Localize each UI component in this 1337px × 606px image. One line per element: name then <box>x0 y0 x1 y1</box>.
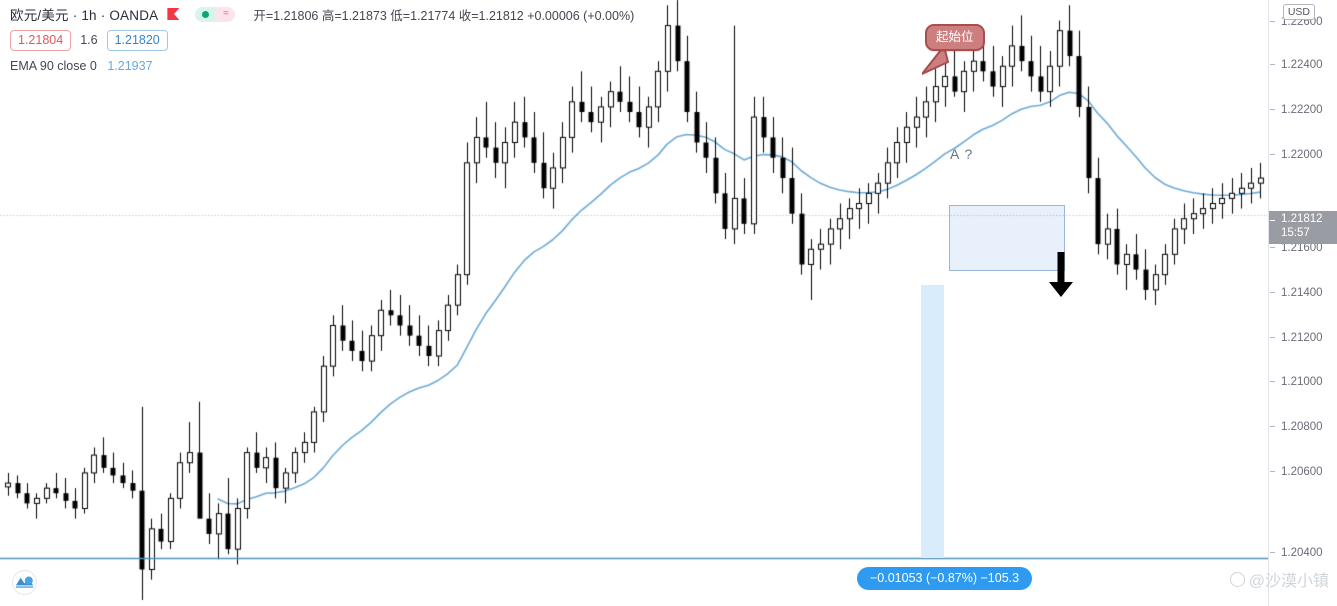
tick-dash-icon <box>1270 292 1275 293</box>
axis-tick-label: 1.21400 <box>1281 287 1323 299</box>
callout-tail-icon <box>922 45 949 75</box>
ask-price[interactable]: 1.21820 <box>106 29 168 51</box>
symbol-title[interactable]: 欧元/美元 · 1h · OANDA <box>10 8 159 23</box>
axis-tick-label: 1.21600 <box>1281 242 1323 254</box>
flag-icon <box>167 7 181 21</box>
current-price-label[interactable]: 1.21812 15:57 <box>1269 211 1337 244</box>
tick-dash-icon <box>1270 471 1275 472</box>
axis-tick-label: 1.21200 <box>1281 332 1323 344</box>
axis-tick: 1.21000 <box>1269 374 1337 390</box>
tick-dash-icon <box>1270 247 1275 248</box>
axis-tick: 1.21200 <box>1269 330 1337 346</box>
tick-dash-icon <box>1270 381 1275 382</box>
axis-tick-label: 1.22200 <box>1281 104 1323 116</box>
axis-tick: 1.21600 <box>1269 240 1337 256</box>
axis-tick: 1.22000 <box>1269 147 1337 163</box>
axis-tick-label: 1.22000 <box>1281 149 1323 161</box>
tick-dash-icon <box>1270 220 1275 221</box>
chart-plot-area[interactable] <box>0 0 1268 606</box>
axis-tick-label: 1.20800 <box>1281 421 1323 433</box>
tick-dash-icon <box>1270 109 1275 110</box>
axis-tick: 1.20400 <box>1269 545 1337 561</box>
indicator-row[interactable]: EMA 90 close 0 1.21937 <box>10 59 634 73</box>
highlight-rectangle[interactable] <box>949 205 1065 271</box>
axis-tick-label: 1.21000 <box>1281 376 1323 388</box>
callout-annotation[interactable]: 起始位 <box>920 24 985 75</box>
axis-tick: 1.21400 <box>1269 285 1337 301</box>
wave-approx-icon: ≈ <box>223 8 229 19</box>
green-dot-icon <box>202 10 210 18</box>
chart-legend: 欧元/美元 · 1h · OANDA ≈ 开=1.21806 高=1.21873… <box>10 4 634 73</box>
tick-dash-icon <box>1270 64 1275 65</box>
tick-dash-icon <box>1270 337 1275 338</box>
indicator-value: 1.21937 <box>107 59 153 73</box>
indicator-label: EMA 90 close 0 <box>10 59 97 73</box>
spread-value: 1.6 <box>80 33 98 47</box>
ohlc-values: 开=1.21806 高=1.21873 低=1.21774 收=1.21812 … <box>253 8 635 23</box>
watermark-ring-icon <box>1229 571 1245 587</box>
current-price-value: 1.21812 <box>1281 213 1323 225</box>
vertical-highlight-band[interactable] <box>921 285 944 558</box>
quote-row: 1.21804 1.6 1.21820 <box>10 28 634 52</box>
session-mode-toggle[interactable]: ≈ <box>195 6 236 22</box>
tick-dash-icon <box>1270 426 1275 427</box>
question-label: A ? <box>950 146 974 162</box>
tick-dash-icon <box>1270 21 1275 22</box>
axis-tick: 1.22200 <box>1269 102 1337 118</box>
currency-badge[interactable]: USD <box>1282 4 1315 20</box>
callout-text: 起始位 <box>925 24 985 51</box>
down-arrow-icon[interactable] <box>1046 252 1076 298</box>
tradingview-logo-icon[interactable] <box>12 570 37 595</box>
axis-tick-label: 1.20400 <box>1281 547 1323 559</box>
tick-dash-icon <box>1270 552 1275 553</box>
price-axis[interactable]: USD 1.22600 1.22400 1.22200 1.22000 1.21600 1… <box>1268 0 1337 606</box>
watermark: @沙漠小镇 <box>1229 567 1329 591</box>
axis-tick-label: 1.20600 <box>1281 466 1323 478</box>
current-price-time: 15:57 <box>1281 227 1310 239</box>
bid-price[interactable]: 1.21804 <box>10 29 72 51</box>
watermark-text: @沙漠小镇 <box>1248 573 1329 590</box>
tick-dash-icon <box>1270 154 1275 155</box>
axis-tick-label: 1.22400 <box>1281 59 1323 71</box>
legend-title-row: 欧元/美元 · 1h · OANDA ≈ 开=1.21806 高=1.21873… <box>10 4 634 24</box>
axis-tick: 1.22400 <box>1269 57 1337 73</box>
axis-tick: 1.20600 <box>1269 464 1337 480</box>
session-change-badge[interactable]: −0.01053 (−0.87%) −105.3 <box>857 567 1033 590</box>
axis-tick: 1.20800 <box>1269 419 1337 435</box>
